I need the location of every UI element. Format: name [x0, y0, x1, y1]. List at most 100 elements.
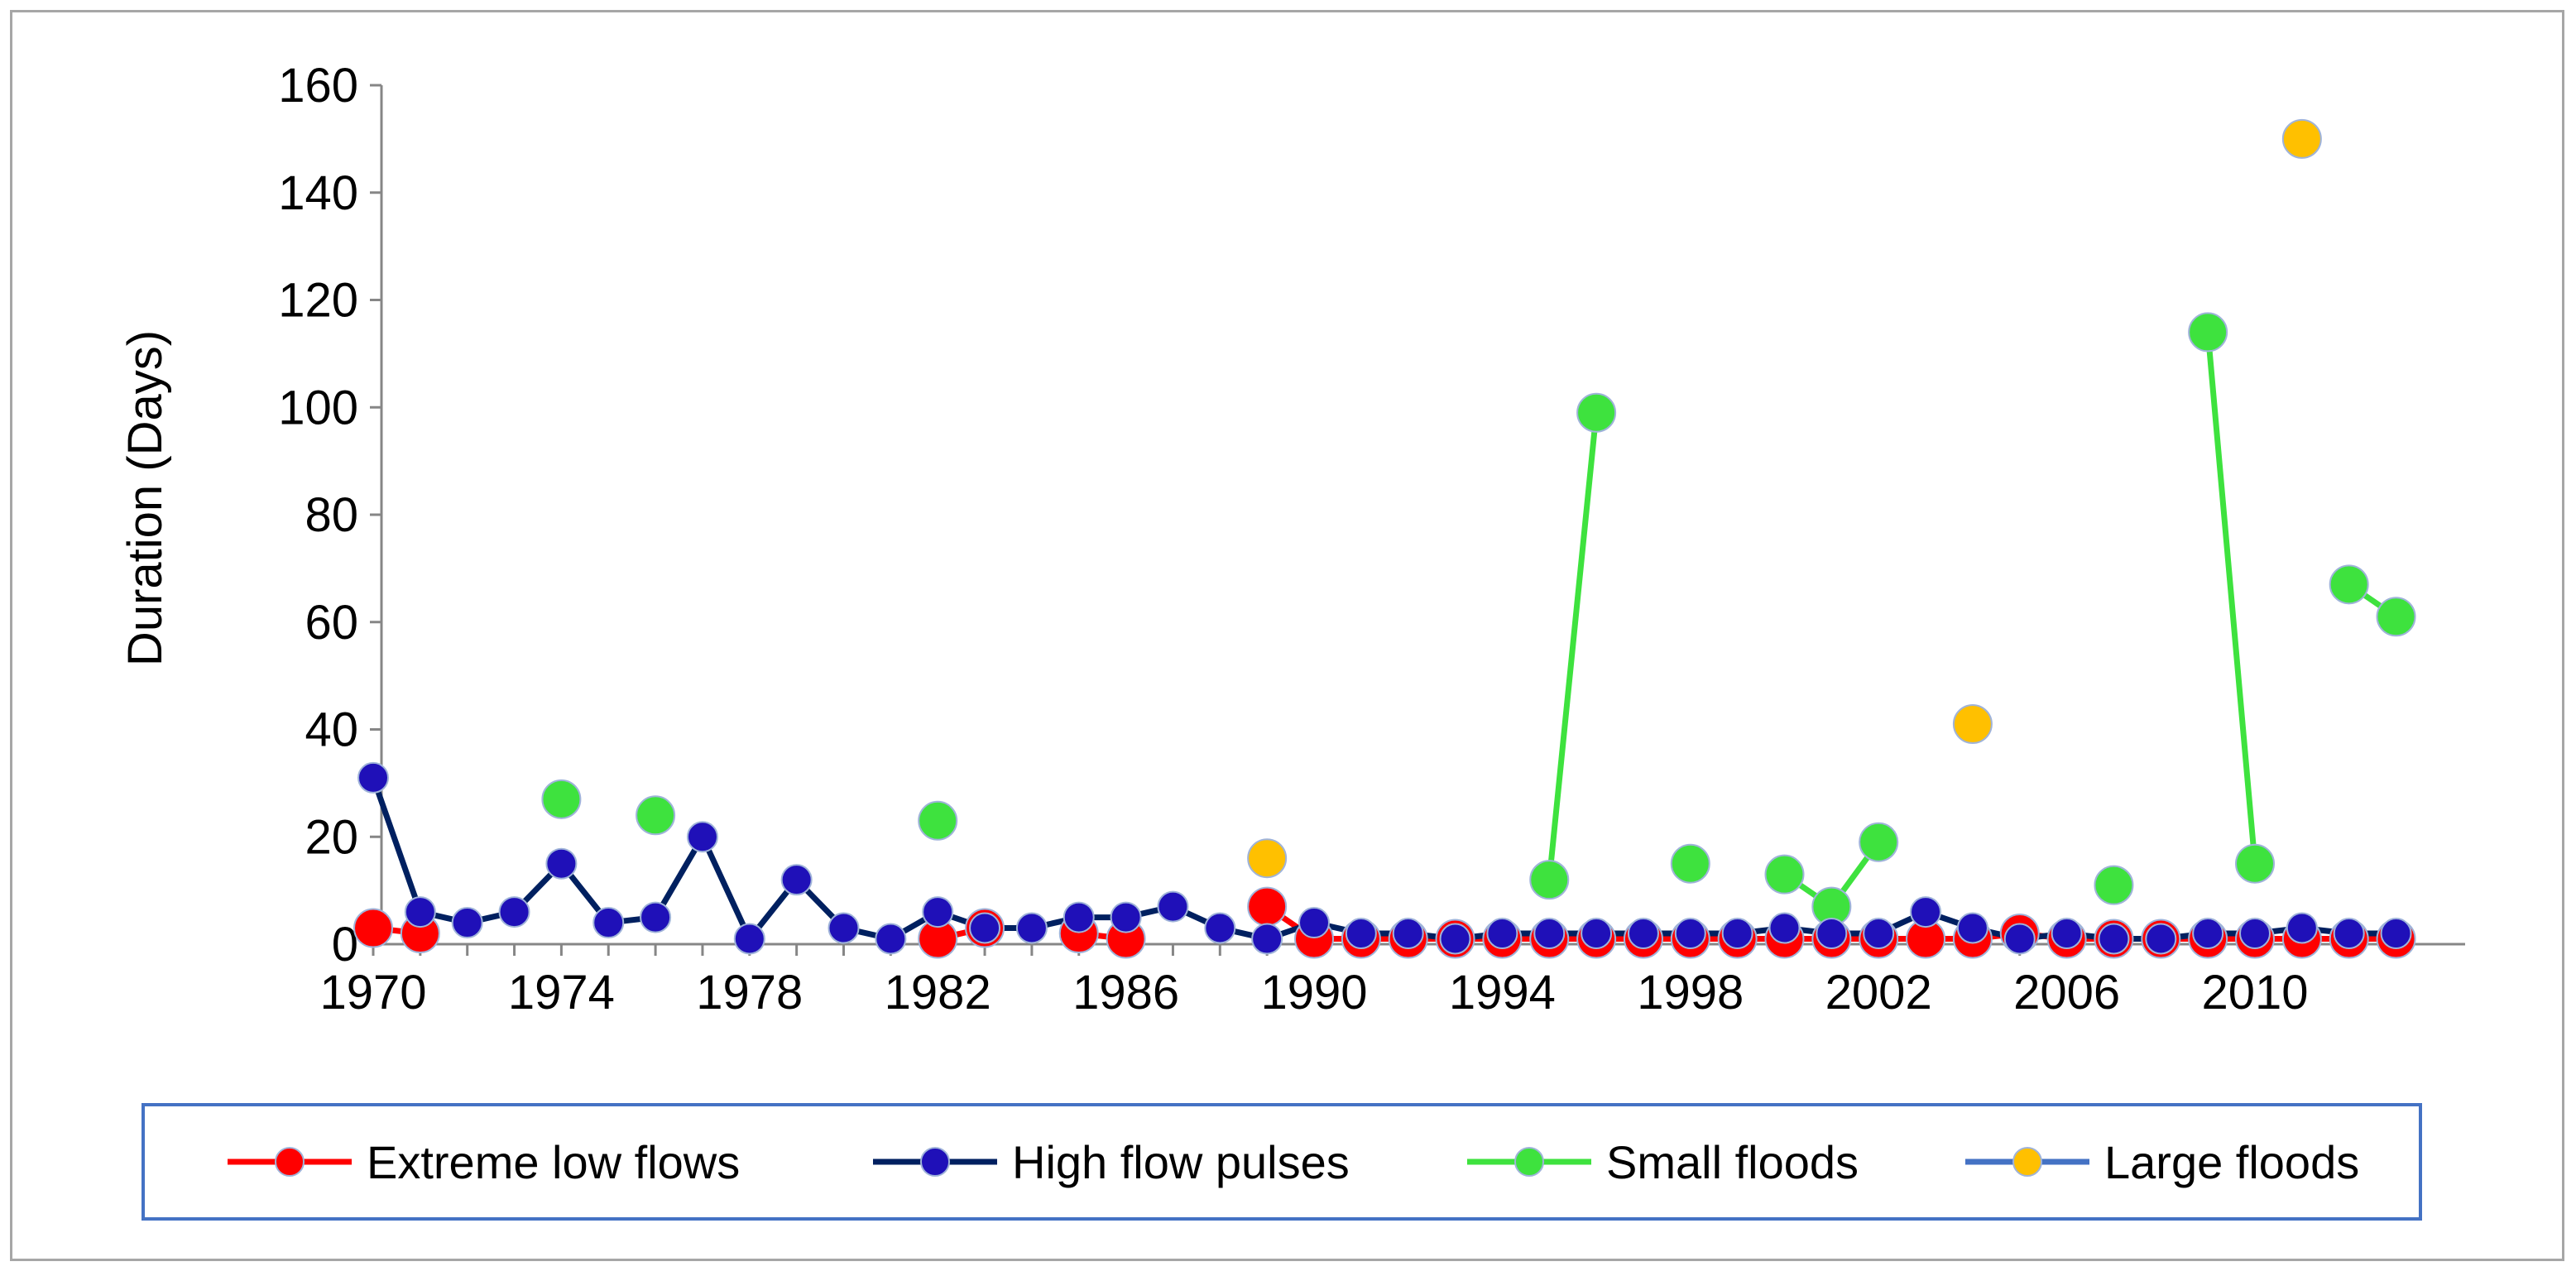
data-point-1 [1956, 912, 1988, 944]
data-point-2 [2235, 843, 2275, 884]
data-point-1 [2098, 923, 2130, 955]
x-tick-label: 1994 [1449, 966, 1556, 1019]
data-point-1 [2239, 918, 2271, 950]
series-markers-layer [353, 118, 2416, 959]
legend-marker-1 [920, 1147, 950, 1177]
series-line-segment-2 [1546, 410, 1600, 883]
data-point-1 [592, 907, 625, 939]
y-tick-label: 160 [278, 59, 358, 113]
x-tick-label: 1986 [1072, 966, 1179, 1019]
data-point-1 [1392, 918, 1424, 950]
data-point-2 [2094, 865, 2134, 905]
data-point-2 [2376, 597, 2416, 637]
y-tick-label: 60 [305, 596, 358, 650]
x-tick-label: 1990 [1260, 966, 1367, 1019]
x-tick-label: 1982 [885, 966, 991, 1019]
data-point-1 [2003, 923, 2036, 955]
data-point-1 [357, 761, 389, 794]
data-point-1 [1157, 890, 1189, 923]
data-point-2 [1859, 822, 1899, 862]
legend-label-2: Small floods [1606, 1136, 1859, 1188]
series-line-segment-1 [370, 775, 424, 915]
legend-marker-3 [2012, 1147, 2042, 1177]
x-tick-label: 1970 [319, 966, 426, 1019]
x-tick-label: 1998 [1637, 966, 1744, 1019]
x-tick-label: 2006 [2013, 966, 2120, 1019]
series-line-segment-2 [2204, 329, 2258, 867]
data-point-1 [1533, 918, 1566, 950]
data-point-2 [541, 779, 582, 819]
data-point-1 [780, 864, 813, 896]
y-tick-label: 40 [305, 703, 358, 757]
data-point-1 [875, 923, 907, 955]
data-point-1 [827, 912, 860, 944]
data-point-1 [640, 901, 672, 933]
data-point-1 [545, 847, 578, 880]
data-point-2 [1764, 854, 1805, 895]
data-point-2 [2329, 564, 2369, 605]
data-point-2 [1576, 392, 1617, 433]
y-axis-title: Duration (Days) [118, 330, 172, 666]
data-point-3 [2281, 118, 2322, 159]
data-point-1 [1204, 912, 1236, 944]
data-point-1 [1439, 923, 1471, 955]
y-tick-label: 80 [305, 488, 358, 542]
y-tick-label: 100 [278, 381, 358, 434]
data-point-2 [918, 800, 958, 841]
data-point-1 [969, 912, 1001, 944]
data-point-1 [686, 821, 718, 853]
data-point-2 [2188, 312, 2228, 353]
data-point-1 [1863, 918, 1895, 950]
legend: Extreme low flows High flow pulses Small f… [142, 1103, 2422, 1221]
data-point-2 [1529, 860, 1570, 900]
data-point-1 [1816, 918, 1848, 950]
legend-marker-0 [275, 1147, 305, 1177]
legend-marker-2 [1514, 1147, 1544, 1177]
data-point-1 [1768, 912, 1801, 944]
data-point-3 [1247, 838, 1288, 879]
data-point-2 [636, 795, 676, 836]
series-lines-layer [370, 329, 2400, 943]
data-point-1 [1910, 896, 1942, 928]
data-point-1 [1110, 901, 1142, 933]
data-point-0 [1247, 886, 1288, 927]
x-tick-label: 1978 [696, 966, 803, 1019]
data-point-1 [1674, 918, 1706, 950]
data-point-1 [2192, 918, 2224, 950]
data-point-1 [2333, 918, 2365, 950]
data-point-1 [2051, 918, 2083, 950]
data-point-0 [353, 908, 393, 948]
y-tick-label: 20 [305, 810, 358, 864]
data-point-1 [2145, 923, 2177, 955]
data-point-1 [1721, 918, 1753, 950]
data-point-1 [1063, 901, 1095, 933]
chart-frame: 0 20 40 60 80 100 120 140 160 1970 1974 1978 1982 198… [10, 10, 2564, 1261]
data-point-1 [498, 896, 530, 928]
data-point-3 [1952, 704, 1993, 745]
data-point-1 [2286, 912, 2318, 944]
data-point-1 [2380, 918, 2412, 950]
data-point-1 [1015, 912, 1048, 944]
legend-label-3: Large floods [2104, 1136, 2359, 1188]
data-point-1 [1251, 923, 1283, 955]
y-tick-label: 140 [278, 166, 358, 220]
data-point-1 [1627, 918, 1659, 950]
data-point-1 [404, 896, 436, 928]
x-tick-label: 1974 [508, 966, 615, 1019]
data-point-1 [922, 896, 954, 928]
legend-label-0: Extreme low flows [367, 1136, 740, 1188]
series-line-segment-1 [699, 833, 753, 943]
x-tick-label: 2010 [2201, 966, 2308, 1019]
x-tick-label: 2002 [1825, 966, 1932, 1019]
data-point-1 [451, 907, 483, 939]
legend-label-1: High flow pulses [1012, 1136, 1350, 1188]
data-point-2 [1670, 843, 1710, 884]
data-point-1 [1298, 907, 1330, 939]
data-point-1 [1345, 918, 1377, 950]
data-point-1 [733, 923, 765, 955]
data-point-1 [1486, 918, 1518, 950]
y-tick-label: 120 [278, 274, 358, 328]
data-point-1 [1581, 918, 1613, 950]
